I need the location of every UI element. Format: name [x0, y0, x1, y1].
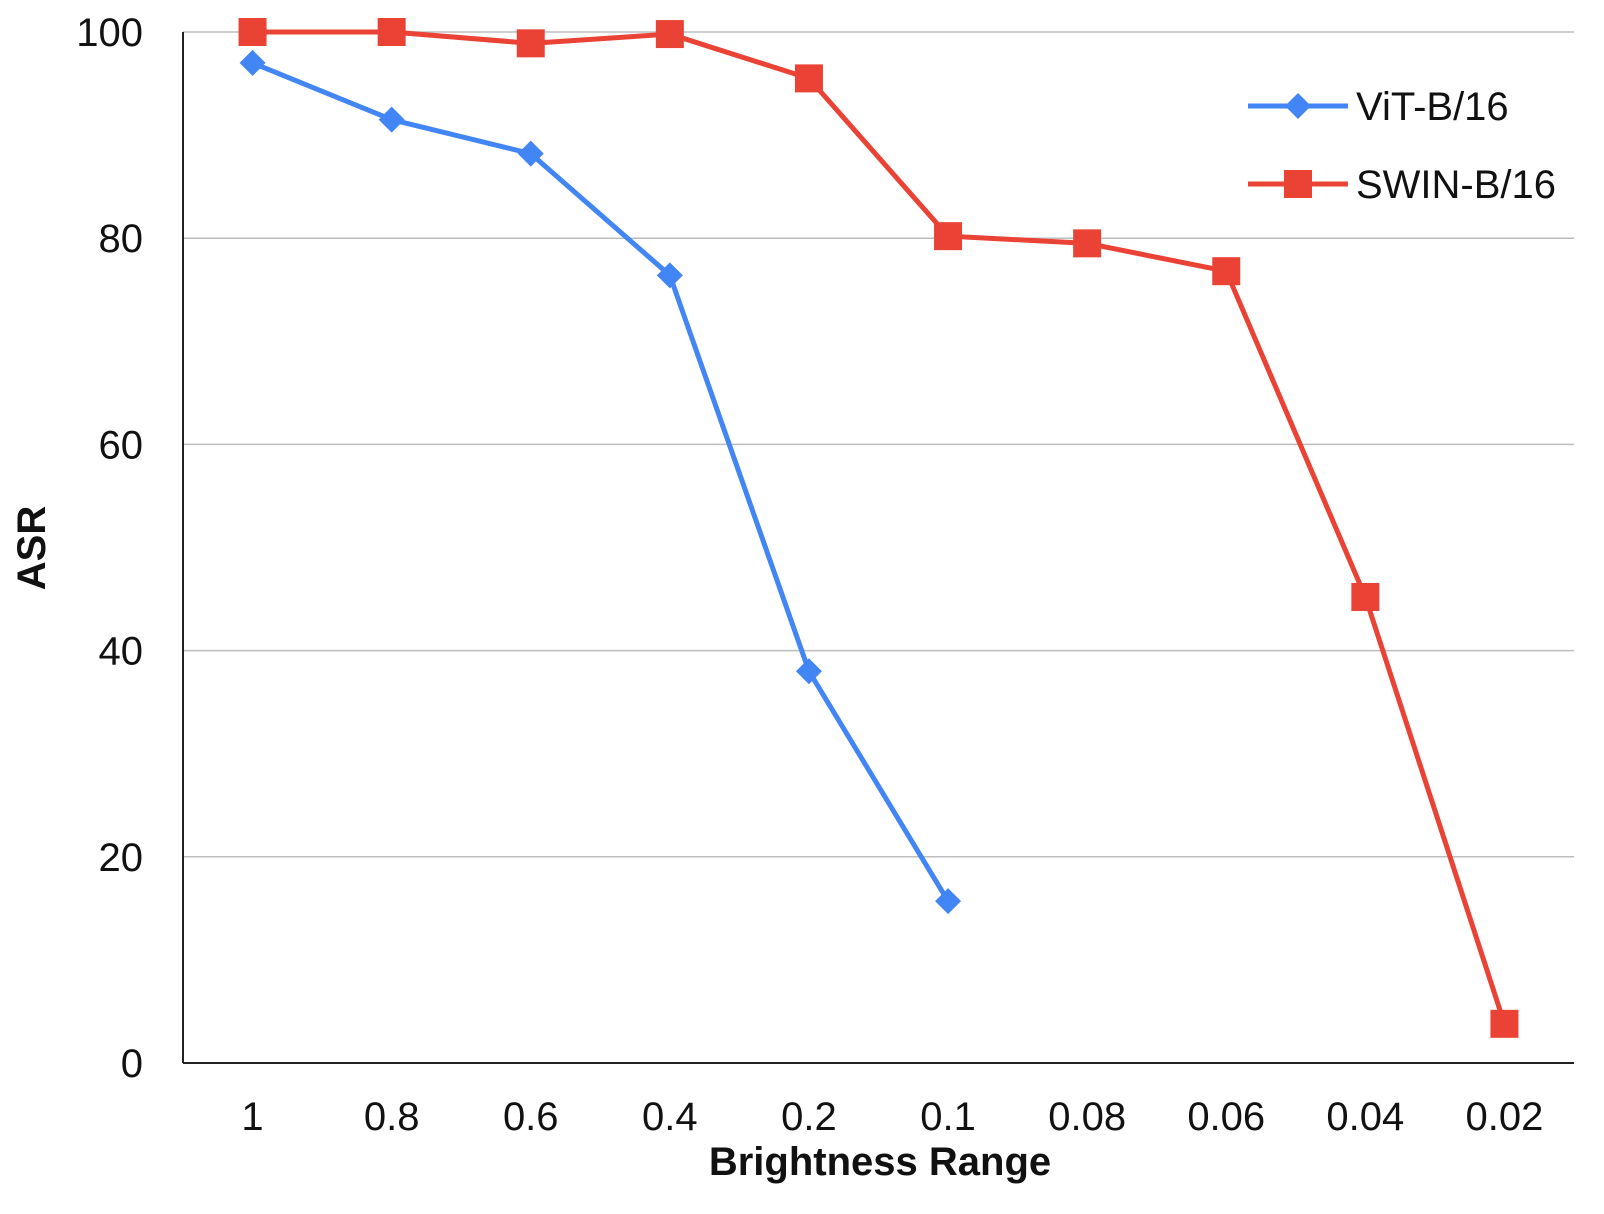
y-tick-label: 60 — [99, 423, 144, 467]
data-point — [655, 20, 684, 49]
data-point — [1490, 1009, 1519, 1038]
data-point — [517, 140, 544, 167]
legend-marker — [1284, 170, 1312, 198]
axes — [182, 32, 1574, 1064]
data-point — [935, 888, 962, 915]
x-tick-label: 0.1 — [920, 1095, 976, 1139]
legend: ViT-B/16 SWIN-B/16 — [1248, 85, 1556, 207]
x-tick-label: 0.2 — [781, 1095, 837, 1139]
series-1 — [239, 49, 962, 915]
y-tick-label: 0 — [121, 1042, 143, 1086]
y-tick-label: 20 — [99, 836, 144, 880]
legend-item: SWIN-B/16 — [1248, 163, 1556, 207]
data-point — [378, 106, 405, 133]
data-point — [1212, 257, 1241, 286]
legend-label: ViT-B/16 — [1356, 85, 1509, 129]
data-point — [1351, 582, 1380, 611]
series-group — [238, 18, 1519, 1038]
data-point — [656, 262, 683, 289]
y-tick-labels: 0 20 40 60 80 100 — [76, 11, 143, 1086]
data-point — [516, 29, 545, 58]
x-tick-label: 0.04 — [1326, 1095, 1404, 1139]
x-tick-label: 0.02 — [1466, 1095, 1544, 1139]
x-axis-title: Brightness Range — [709, 1140, 1051, 1184]
legend-item: ViT-B/16 — [1248, 85, 1509, 129]
x-tick-label: 0.06 — [1187, 1095, 1265, 1139]
legend-label: SWIN-B/16 — [1356, 163, 1556, 207]
data-point — [1073, 229, 1102, 258]
x-tick-label: 0.08 — [1048, 1095, 1126, 1139]
x-tick-label: 1 — [241, 1095, 263, 1139]
data-point — [377, 18, 406, 46]
data-point — [934, 222, 963, 251]
y-axis-title: ASR — [10, 506, 54, 591]
y-tick-label: 80 — [99, 217, 144, 261]
series-line — [252, 29, 1507, 1025]
x-tick-label: 0.4 — [642, 1095, 698, 1139]
data-point — [239, 49, 266, 76]
data-point — [794, 64, 823, 93]
legend-marker — [1285, 93, 1311, 119]
y-tick-label: 100 — [76, 11, 143, 55]
x-tick-label: 0.8 — [364, 1095, 420, 1139]
x-tick-label: 0.6 — [503, 1095, 559, 1139]
y-tick-label: 40 — [99, 630, 144, 674]
series-line — [251, 60, 951, 903]
x-tick-labels: 1 0.8 0.6 0.4 0.2 0.1 0.08 0.06 0.04 0.02 — [241, 1095, 1543, 1139]
series-2 — [238, 18, 1519, 1038]
data-point — [238, 18, 267, 46]
data-point — [795, 658, 822, 685]
